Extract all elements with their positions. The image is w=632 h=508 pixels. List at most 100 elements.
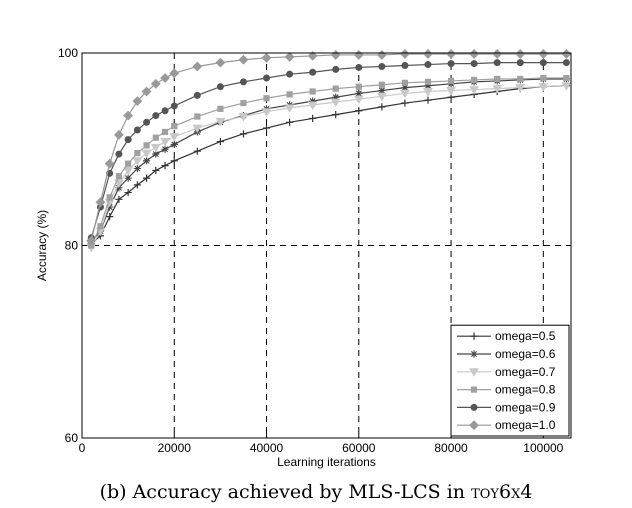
- point-omega=0.9-22: [470, 60, 478, 68]
- point-omega=0.9-10: [193, 91, 201, 99]
- point-omega=1.0-10: [192, 61, 203, 72]
- point-omega=0.8-24: [517, 75, 524, 83]
- point-omega=0.9-20: [424, 61, 432, 69]
- point-omega=0.9-24: [516, 59, 524, 67]
- legend-entry-omega=1.0: omega=1.0: [457, 418, 556, 432]
- point-omega=0.5-15: [309, 114, 317, 123]
- legend-marker-omega=1.0: [469, 420, 479, 431]
- point-omega=1.0-4: [123, 110, 134, 121]
- point-omega=0.7-21: [446, 87, 456, 96]
- point-omega=0.9-26: [562, 59, 570, 67]
- point-omega=0.7-14: [284, 104, 295, 113]
- point-omega=0.7-26: [561, 82, 572, 91]
- axis-ticks: 0 20000 40000 60000 80000 100000 60 80 100: [58, 46, 564, 455]
- series-omega=1.0: [86, 49, 572, 246]
- series-omega=0.5: [87, 82, 570, 248]
- legend-label-omega=1.0: omega=1.0: [495, 418, 556, 432]
- x-tick-label-60000: 60000: [342, 441, 376, 455]
- point-omega=0.5-4: [124, 188, 132, 197]
- point-omega=0.8-8: [161, 128, 169, 136]
- legend-marker-omega=0.9: [470, 403, 478, 411]
- point-omega=0.9-17: [355, 63, 363, 71]
- point-omega=0.7-7: [150, 143, 161, 153]
- point-omega=0.8-2: [106, 194, 113, 201]
- point-omega=0.9-19: [401, 62, 409, 70]
- legend-marker-omega=0.5: [470, 332, 478, 340]
- point-omega=0.8-1: [97, 223, 104, 230]
- point-omega=0.9-6: [143, 118, 151, 126]
- point-omega=0.8-13: [263, 95, 270, 102]
- point-omega=0.6-9: [170, 140, 178, 149]
- point-omega=1.0-19: [400, 49, 410, 59]
- point-omega=0.9-3: [115, 150, 123, 158]
- point-omega=0.5-10: [193, 147, 201, 155]
- point-omega=0.7-6: [141, 149, 152, 159]
- point-omega=0.8-15: [309, 88, 316, 95]
- point-omega=0.5-16: [332, 111, 340, 119]
- y-tick-label-100: 100: [58, 46, 78, 60]
- point-omega=0.5-8: [161, 162, 169, 170]
- point-omega=0.8-10: [194, 113, 201, 120]
- point-omega=0.5-3: [115, 195, 123, 203]
- point-omega=0.8-21: [447, 77, 455, 85]
- point-omega=0.9-4: [124, 136, 132, 144]
- point-omega=0.8-23: [494, 75, 501, 83]
- point-omega=0.5-20: [424, 96, 432, 104]
- point-omega=0.8-6: [143, 142, 150, 149]
- y-tick-label-60: 60: [65, 431, 79, 445]
- point-omega=1.0-17: [353, 50, 364, 60]
- series-lines: [86, 49, 572, 253]
- point-omega=0.5-13: [262, 124, 271, 132]
- point-omega=0.6-6: [142, 157, 151, 165]
- point-omega=0.9-16: [332, 65, 340, 73]
- point-omega=0.9-8: [161, 107, 169, 115]
- point-omega=1.0-21: [446, 49, 456, 59]
- point-omega=1.0-22: [469, 49, 480, 59]
- point-omega=0.8-14: [286, 91, 293, 98]
- point-omega=0.7-22: [469, 86, 479, 95]
- point-omega=1.0-5: [132, 96, 143, 107]
- caption-prefix: (b) Accuracy achieved by: [99, 481, 349, 503]
- series-omega=0.7: [86, 82, 572, 253]
- point-omega=0.7-10: [192, 124, 203, 134]
- series-omega=0.6: [87, 75, 570, 246]
- point-omega=0.6-18: [378, 86, 386, 95]
- point-omega=0.8-12: [240, 99, 247, 107]
- point-omega=0.9-18: [378, 62, 386, 70]
- point-omega=0.6-5: [133, 164, 141, 173]
- legend-entry-omega=0.8: omega=0.8: [457, 383, 556, 397]
- point-omega=1.0-20: [423, 49, 433, 59]
- x-tick-label-40000: 40000: [250, 441, 284, 455]
- point-omega=1.0-16: [330, 50, 341, 60]
- legend-entry-omega=0.5: omega=0.5: [457, 329, 556, 343]
- legend-label-omega=0.8: omega=0.8: [495, 383, 556, 397]
- point-omega=0.7-11: [215, 117, 226, 127]
- point-omega=1.0-8: [160, 73, 170, 83]
- legend-entry-omega=0.6: omega=0.6: [457, 347, 556, 361]
- point-omega=0.5-17: [355, 107, 363, 115]
- point-omega=0.5-6: [142, 174, 151, 182]
- point-omega=1.0-3: [113, 129, 124, 140]
- point-omega=0.8-20: [424, 78, 432, 85]
- series-omega=0.8: [88, 74, 570, 249]
- point-omega=0.8-5: [134, 150, 141, 157]
- x-tick-label-80000: 80000: [434, 441, 468, 455]
- figure-caption: (b) Accuracy achieved by MLS-LCS in toy6…: [0, 481, 632, 503]
- point-omega=0.9-7: [152, 112, 160, 120]
- point-omega=0.5-14: [285, 118, 294, 126]
- legend-marker-omega=0.7: [469, 368, 479, 377]
- point-omega=0.9-23: [493, 59, 501, 67]
- point-omega=0.7-20: [423, 88, 433, 97]
- point-omega=0.7-9: [169, 133, 180, 142]
- point-omega=0.7-23: [492, 85, 503, 94]
- point-omega=0.9-12: [239, 78, 247, 86]
- point-omega=0.6-4: [124, 174, 132, 182]
- point-omega=0.7-25: [538, 83, 549, 92]
- accuracy-line-chart: 0 20000 40000 60000 80000 100000 60 80 100 Learn…: [35, 46, 572, 469]
- x-tick-label-100000: 100000: [523, 441, 563, 455]
- point-omega=0.9-21: [447, 60, 455, 68]
- point-omega=0.7-15: [307, 101, 318, 110]
- point-omega=0.5-5: [133, 181, 141, 189]
- x-axis-label: Learning iterations: [277, 455, 376, 469]
- point-omega=1.0-13: [261, 52, 272, 63]
